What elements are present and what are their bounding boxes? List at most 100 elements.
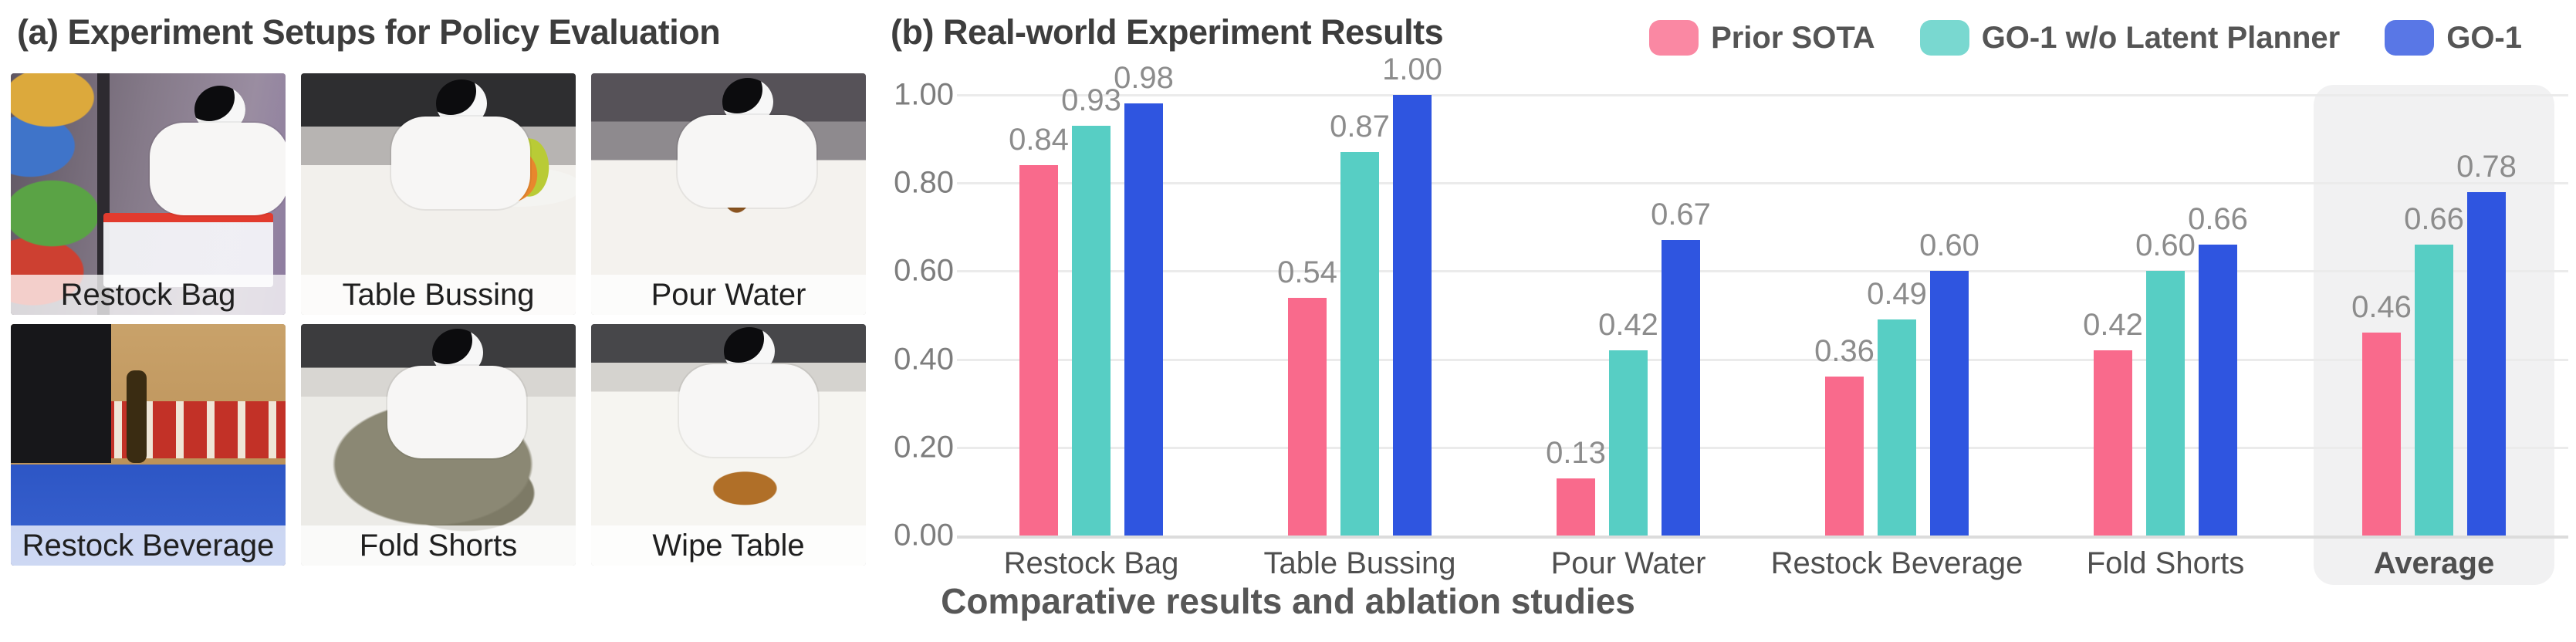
bar-group-table-bussing: 0.54 0.87 1.00: [1230, 52, 1489, 536]
gridline-1.00: [2300, 94, 2568, 96]
photo-label-fold-shorts: Fold Shorts: [301, 525, 576, 566]
bar-prior-sota-restock-beverage: [1825, 377, 1864, 536]
value-label-go-1-w-o-latent-planner-pour-water: 0.42: [1598, 308, 1658, 343]
y-tick-0.80: 0.80: [894, 165, 954, 200]
photo-pour-water: Pour Water: [591, 73, 866, 315]
robot-torso: [391, 117, 530, 209]
photo-restock-beverage: Restock Beverage: [11, 324, 286, 566]
category-label-restock-bag: Restock Bag: [1003, 546, 1179, 580]
value-label-go-1-average: 0.78: [2456, 149, 2517, 184]
photo-label-restock-bag: Restock Bag: [11, 275, 286, 315]
value-label-prior-sota-restock-bag: 0.84: [1009, 123, 1069, 157]
figure-caption: Comparative results and ablation studies: [941, 581, 1635, 621]
legend-label-go-1: GO-1: [2446, 20, 2522, 55]
gridline-1.00: [1494, 94, 1763, 96]
bar-group-restock-beverage: 0.36 0.49 0.60: [1767, 95, 2027, 536]
facet-plot-table-bussing: 0.54 0.87 1.00: [1225, 52, 1494, 539]
legend-swatch-go-1: [2385, 20, 2435, 56]
x-axis-baseline: [1494, 536, 1763, 539]
photo-label-pour-water: Pour Water: [591, 275, 866, 315]
bar-chart: 0.00 0.20 0.40 0.60 0.80 1.00 0.84 0.93 0.98 Res…: [884, 52, 2568, 585]
value-label-go-1-restock-bag: 0.98: [1114, 61, 1174, 96]
barwrap-go-1-table-bussing: 1.00: [1382, 52, 1442, 536]
barwrap-go-1-w-o-latent-planner-average: 0.66: [2404, 202, 2464, 536]
facet-average: 0.46 0.66 0.78 Average: [2300, 85, 2568, 585]
y-tick-0.40: 0.40: [894, 342, 954, 377]
gridline-0.60: [1763, 270, 2031, 273]
y-tick-0.00: 0.00: [894, 518, 954, 552]
robot-torso: [387, 366, 526, 458]
facet-restock-beverage: 0.36 0.49 0.60 Restock Beverage: [1763, 94, 2031, 583]
experiment-photos-grid: Restock Bag Table Bussing Pour Water Restoc…: [11, 73, 869, 567]
legend-label-go-1-w-o-latent-planner: GO-1 w/o Latent Planner: [1981, 20, 2341, 55]
value-label-go-1-restock-beverage: 0.60: [1919, 228, 1979, 263]
gridline-1.00: [957, 94, 1225, 96]
barwrap-go-1-average: 0.78: [2456, 150, 2517, 536]
bar-group-fold-shorts: 0.42 0.60 0.66: [2036, 95, 2295, 536]
photo-label-table-bussing: Table Bussing: [301, 275, 576, 315]
legend-item-go-1: GO-1: [2385, 20, 2522, 56]
gridline-0.80: [1763, 182, 2031, 185]
barwrap-go-1-w-o-latent-planner-fold-shorts: 0.60: [2135, 228, 2196, 536]
panel-a-title: (a) Experiment Setups for Policy Evaluat…: [17, 12, 721, 52]
gridline-0.60: [1494, 270, 1763, 273]
gridline-0.80: [1494, 182, 1763, 185]
legend-swatch-go-1-w-o-latent-planner: [1919, 20, 1969, 56]
category-label-table-bussing: Table Bussing: [1263, 546, 1456, 580]
category-label-restock-beverage: Restock Beverage: [1770, 546, 2023, 580]
barwrap-go-1-restock-beverage: 0.60: [1919, 228, 1979, 536]
bar-go-1-w-o-latent-planner-fold-shorts: [2146, 271, 2185, 536]
gridline-1.00: [1763, 94, 2031, 96]
bar-go-1-fold-shorts: [2199, 245, 2237, 536]
barwrap-go-1-restock-bag: 0.98: [1114, 61, 1174, 536]
photo-wipe-table: Wipe Table: [591, 324, 866, 566]
bar-go-1-average: [2467, 191, 2506, 536]
photo-table-bussing: Table Bussing: [301, 73, 576, 315]
bar-prior-sota-restock-bag: [1019, 165, 1058, 536]
value-label-go-1-w-o-latent-planner-restock-beverage: 0.49: [1867, 277, 1927, 312]
chart-facets: 0.84 0.93 0.98 Restock Bag 0.54 0.87 1.00 Table…: [957, 52, 2568, 585]
facet-plot-restock-bag: 0.84 0.93 0.98: [957, 61, 1225, 539]
barwrap-go-1-w-o-latent-planner-restock-beverage: 0.49: [1867, 277, 1927, 536]
barwrap-prior-sota-average: 0.46: [2351, 290, 2412, 536]
value-label-go-1-w-o-latent-planner-table-bussing: 0.87: [1330, 110, 1390, 144]
robot-torso: [678, 115, 816, 208]
bar-go-1-table-bussing: [1393, 95, 1432, 536]
value-label-go-1-fold-shorts: 0.66: [2188, 202, 2248, 237]
facet-plot-pour-water: 0.13 0.42 0.67: [1494, 94, 1763, 539]
legend-item-go-1-w-o-latent-planner: GO-1 w/o Latent Planner: [1919, 20, 2341, 56]
facet-fold-shorts: 0.42 0.60 0.66 Fold Shorts: [2031, 94, 2300, 583]
facet-plot-average: 0.46 0.66 0.78: [2300, 94, 2568, 539]
barwrap-prior-sota-restock-bag: 0.84: [1009, 123, 1069, 536]
value-label-prior-sota-restock-beverage: 0.36: [1814, 334, 1875, 369]
value-label-go-1-w-o-latent-planner-average: 0.66: [2404, 202, 2464, 237]
robot-torso: [679, 364, 818, 457]
y-axis: 0.00 0.20 0.40 0.60 0.80 1.00: [884, 78, 954, 552]
value-label-go-1-w-o-latent-planner-fold-shorts: 0.60: [2135, 228, 2196, 263]
facet-plot-restock-beverage: 0.36 0.49 0.60: [1763, 94, 2031, 539]
y-tick-0.60: 0.60: [894, 253, 954, 288]
value-label-prior-sota-fold-shorts: 0.42: [2083, 308, 2143, 343]
legend-item-prior-sota: Prior SOTA: [1649, 20, 1875, 56]
gridline-1.00: [2031, 94, 2300, 96]
value-label-prior-sota-table-bussing: 0.54: [1277, 255, 1337, 289]
photo-restock-bag: Restock Bag: [11, 73, 286, 315]
barwrap-go-1-w-o-latent-planner-restock-bag: 0.93: [1061, 83, 1121, 536]
barwrap-go-1-w-o-latent-planner-pour-water: 0.42: [1598, 308, 1658, 536]
bar-go-1-restock-bag: [1124, 103, 1163, 536]
photo-fold-shorts: Fold Shorts: [301, 324, 576, 566]
facet-restock-bag: 0.84 0.93 0.98 Restock Bag: [957, 61, 1225, 583]
bar-prior-sota-fold-shorts: [2094, 350, 2132, 536]
y-tick-1.00: 1.00: [894, 77, 954, 112]
bar-go-1-w-o-latent-planner-pour-water: [1609, 350, 1648, 536]
barwrap-go-1-pour-water: 0.67: [1651, 198, 1711, 536]
bar-prior-sota-pour-water: [1557, 478, 1595, 536]
bar-go-1-w-o-latent-planner-average: [2415, 245, 2453, 536]
gridline-1.00: [1225, 94, 1494, 96]
value-label-go-1-w-o-latent-planner-restock-bag: 0.93: [1061, 83, 1121, 117]
bar-go-1-restock-beverage: [1930, 271, 1969, 536]
category-label-fold-shorts: Fold Shorts: [2086, 546, 2245, 580]
x-axis-baseline: [1763, 536, 2031, 539]
value-label-go-1-table-bussing: 1.00: [1382, 52, 1442, 86]
gridline-0.80: [2300, 182, 2568, 185]
